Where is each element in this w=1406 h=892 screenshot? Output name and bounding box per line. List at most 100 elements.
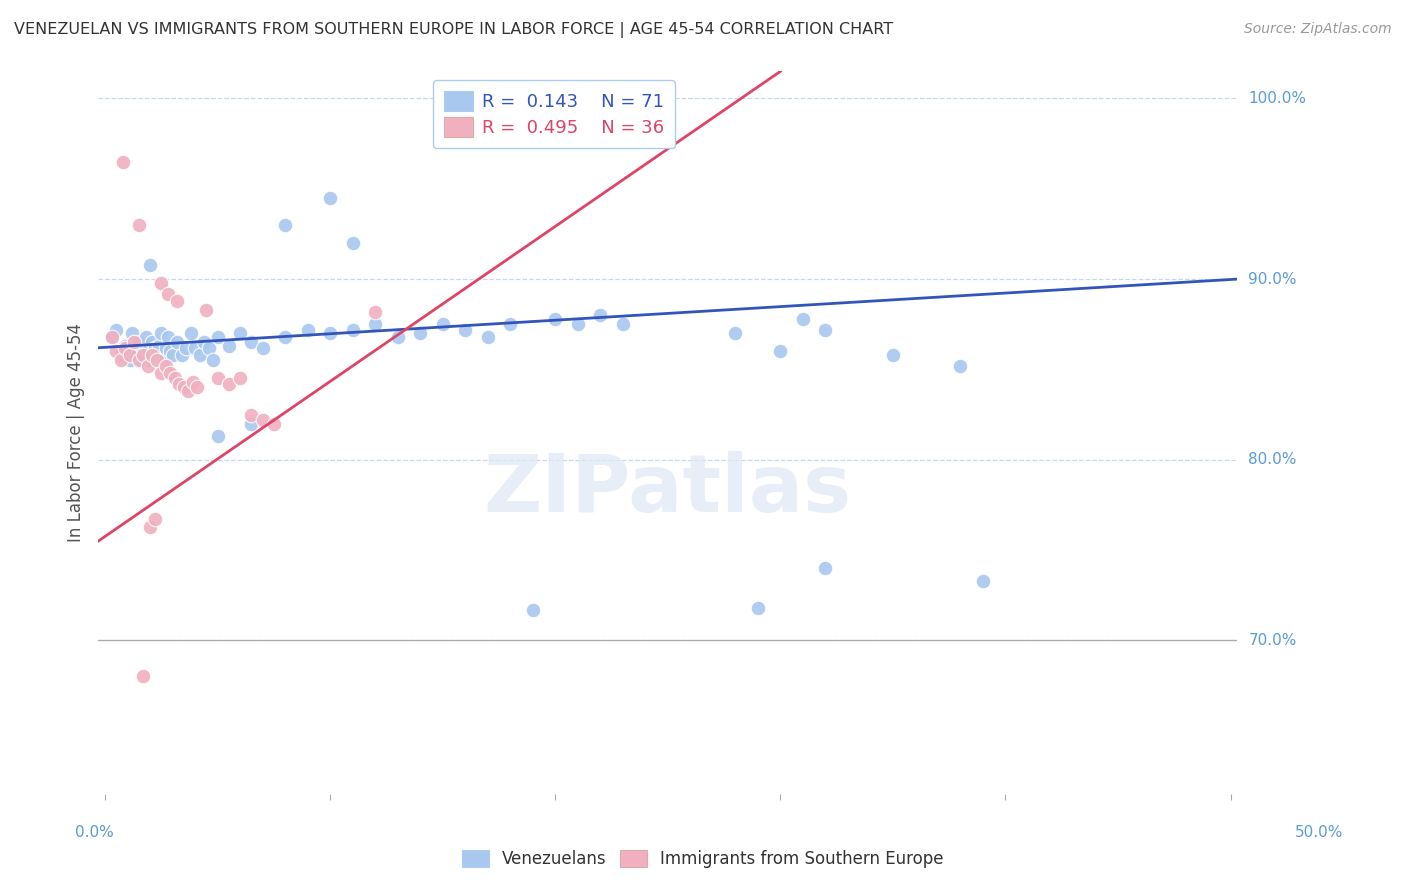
Point [274, 330, 297, 344]
Point [150, 326, 173, 341]
Point [522, 602, 544, 616]
Point [136, 359, 159, 373]
Point [157, 286, 180, 301]
Text: ZIPatlas: ZIPatlas [484, 451, 852, 530]
Point [139, 519, 162, 533]
Point [207, 371, 229, 385]
Point [181, 375, 204, 389]
Legend: R =  0.143    N = 71, R =  0.495    N = 36: R = 0.143 N = 71, R = 0.495 N = 36 [433, 80, 675, 148]
Point [184, 341, 207, 355]
Text: 70.0%: 70.0% [1249, 632, 1296, 648]
Point [477, 330, 499, 344]
Point [342, 323, 364, 337]
Point [169, 376, 191, 391]
Point [124, 341, 146, 355]
Point [143, 512, 166, 526]
Legend: Venezuelans, Immigrants from Southern Europe: Venezuelans, Immigrants from Southern Eu… [456, 843, 950, 875]
Text: 80.0%: 80.0% [1249, 452, 1296, 467]
Point [148, 339, 170, 353]
Point [319, 191, 342, 205]
Point [124, 335, 146, 350]
Point [193, 335, 215, 350]
Point [163, 371, 186, 385]
Point [240, 335, 263, 350]
Point [128, 218, 150, 232]
Point [202, 353, 225, 368]
Point [132, 341, 155, 355]
Point [101, 330, 124, 344]
Point [792, 311, 814, 326]
Point [139, 353, 162, 368]
Point [567, 317, 589, 331]
Point [155, 341, 177, 355]
Point [297, 323, 319, 337]
Point [136, 344, 159, 359]
Point [128, 335, 150, 350]
Point [146, 353, 169, 368]
Point [409, 326, 432, 341]
Point [229, 371, 252, 385]
Point [342, 235, 364, 250]
Point [162, 348, 184, 362]
Point [197, 341, 219, 355]
Point [814, 561, 837, 575]
Point [207, 429, 229, 443]
Point [166, 335, 188, 350]
Point [972, 574, 994, 588]
Point [387, 330, 409, 344]
Text: 50.0%: 50.0% [1295, 825, 1343, 840]
Point [218, 376, 240, 391]
Point [146, 348, 169, 362]
Point [110, 348, 132, 362]
Text: Source: ZipAtlas.com: Source: ZipAtlas.com [1244, 22, 1392, 37]
Point [128, 353, 150, 368]
Point [114, 341, 136, 355]
Point [252, 341, 274, 355]
Point [129, 353, 152, 368]
Point [141, 348, 163, 362]
Point [117, 344, 139, 359]
Point [274, 218, 297, 232]
Point [101, 330, 124, 344]
Point [152, 353, 174, 368]
Point [157, 330, 180, 344]
Point [114, 339, 136, 353]
Point [240, 417, 263, 431]
Text: 90.0%: 90.0% [1249, 271, 1296, 286]
Point [159, 344, 181, 359]
Point [159, 366, 181, 380]
Point [589, 308, 612, 322]
Point [319, 326, 342, 341]
Point [747, 600, 769, 615]
Point [121, 326, 143, 341]
Point [814, 323, 837, 337]
Point [135, 330, 157, 344]
Point [229, 326, 252, 341]
Point [141, 335, 163, 350]
Point [132, 348, 155, 362]
Point [188, 348, 211, 362]
Point [240, 408, 263, 422]
Point [170, 348, 193, 362]
Point [769, 344, 792, 359]
Point [118, 353, 141, 368]
Point [105, 323, 128, 337]
Point [454, 323, 477, 337]
Point [112, 154, 135, 169]
Point [499, 317, 522, 331]
Point [180, 326, 202, 341]
Point [186, 380, 208, 394]
Point [166, 293, 188, 308]
Point [724, 326, 747, 341]
Point [218, 339, 240, 353]
Y-axis label: In Labor Force | Age 45-54: In Labor Force | Age 45-54 [66, 323, 84, 542]
Text: 100.0%: 100.0% [1249, 91, 1306, 106]
Point [125, 348, 148, 362]
Point [364, 317, 387, 331]
Point [195, 302, 218, 317]
Point [132, 669, 155, 683]
Point [155, 359, 177, 373]
Point [177, 384, 200, 398]
Point [882, 348, 904, 362]
Point [150, 366, 173, 380]
